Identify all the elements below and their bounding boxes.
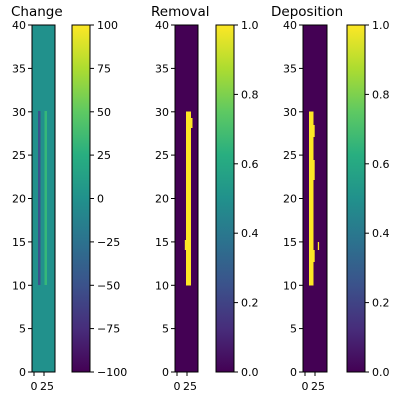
cbar-tick-label: 1.0 <box>372 19 390 32</box>
colorbar-gradient <box>71 24 91 373</box>
y-tick-label: 40 <box>155 19 169 32</box>
y-tick-label: 20 <box>283 193 297 206</box>
y-tick-label: 35 <box>155 62 169 75</box>
x-tick-label: 25 <box>311 380 325 393</box>
cbar-tick-label: −25 <box>97 236 120 249</box>
y-tick-label: 0 <box>290 366 297 379</box>
y-tick-label: 35 <box>12 62 26 75</box>
y-tick-label: 10 <box>283 279 297 292</box>
colorbar-removal: 1.0 0.8 0.6 0.4 0.2 0.0 <box>215 19 259 379</box>
feature-deposition-column-notch <box>313 160 315 180</box>
y-tick-label: 0 <box>162 366 169 379</box>
feature-deposition-pixel <box>317 242 320 250</box>
panel-removal: Removal 0 5 10 15 20 25 30 35 40 <box>151 4 259 393</box>
colorbar-gradient <box>346 24 366 373</box>
panel-deposition: Deposition 0 5 10 15 20 25 30 <box>271 4 390 393</box>
y-tick-label: 10 <box>12 279 26 292</box>
y-tick-label: 15 <box>12 236 26 249</box>
y-tick-label: 5 <box>162 323 169 336</box>
y-axis-change: 0 5 10 15 20 25 30 35 40 <box>12 19 32 379</box>
cbar-tick-label: 100 <box>97 19 118 32</box>
heatmap-deposition <box>302 24 328 373</box>
y-tick-label: 40 <box>283 19 297 32</box>
cbar-tick-label: 0.0 <box>241 366 259 379</box>
y-tick-label: 40 <box>12 19 26 32</box>
y-tick-label: 25 <box>283 149 297 162</box>
x-tick-label: 25 <box>183 380 197 393</box>
feature-removal-column-notch <box>184 240 187 250</box>
heatmap-removal <box>174 24 199 373</box>
feature-deposition-column <box>309 111 314 286</box>
colorbar-change: 100 75 50 25 0 −25 −50 −75 −100 <box>71 19 127 379</box>
x-tick-label: 25 <box>40 380 54 393</box>
y-tick-label: 0 <box>19 366 26 379</box>
y-tick-label: 30 <box>155 106 169 119</box>
cbar-tick-label: 0.2 <box>241 297 259 310</box>
y-tick-label: 20 <box>12 193 26 206</box>
y-tick-label: 10 <box>155 279 169 292</box>
heatmap-background <box>303 25 327 372</box>
x-tick-label: 0 <box>31 380 38 393</box>
heatmap-change <box>31 24 56 373</box>
title-removal: Removal <box>151 4 210 20</box>
y-axis-removal: 0 5 10 15 20 25 30 35 40 <box>155 19 175 379</box>
cbar-tick-label: 0.8 <box>372 88 390 101</box>
x-axis-change: 0 25 <box>31 372 54 393</box>
cbar-tick-label: 75 <box>97 62 111 75</box>
cbar-tick-label: 0.4 <box>241 227 259 240</box>
y-tick-label: 15 <box>283 236 297 249</box>
colorbar-deposition: 1.0 0.8 0.6 0.4 0.2 0.0 <box>346 19 390 379</box>
feature-removal-column <box>186 111 191 286</box>
cbar-tick-label: 0.4 <box>372 227 390 240</box>
y-axis-deposition: 0 5 10 15 20 25 30 35 40 <box>283 19 303 379</box>
cbar-tick-label: −100 <box>97 366 127 379</box>
y-tick-label: 25 <box>155 149 169 162</box>
x-axis-deposition: 0 25 <box>302 372 325 393</box>
feature-removal-column-notch <box>191 118 193 128</box>
cbar-tick-label: 0 <box>97 193 104 206</box>
feature-positive-column <box>44 111 47 285</box>
y-tick-label: 30 <box>283 106 297 119</box>
cbar-tick-label: 1.0 <box>241 19 259 32</box>
cbar-tick-label: 0.6 <box>241 158 259 171</box>
y-tick-label: 5 <box>290 323 297 336</box>
x-tick-label: 0 <box>302 380 309 393</box>
panel-change: Change 0 5 10 15 20 25 30 35 40 <box>11 4 127 393</box>
feature-negative-column <box>38 111 41 285</box>
title-deposition: Deposition <box>271 4 343 20</box>
x-tick-label: 0 <box>174 380 181 393</box>
y-tick-label: 35 <box>283 62 297 75</box>
title-change: Change <box>11 4 63 20</box>
y-tick-label: 5 <box>19 323 26 336</box>
y-tick-label: 25 <box>12 149 26 162</box>
y-tick-label: 30 <box>12 106 26 119</box>
cbar-tick-label: −75 <box>97 323 120 336</box>
cbar-tick-label: 25 <box>97 149 111 162</box>
cbar-tick-label: 0.2 <box>372 297 390 310</box>
cbar-tick-label: 50 <box>97 106 111 119</box>
y-tick-label: 20 <box>155 193 169 206</box>
x-axis-removal: 0 25 <box>174 372 197 393</box>
feature-deposition-column-notch <box>313 125 315 137</box>
cbar-tick-label: 0.8 <box>241 88 259 101</box>
cbar-tick-label: 0.6 <box>372 158 390 171</box>
heatmap-background <box>32 25 55 372</box>
colorbar-gradient <box>215 24 235 373</box>
cbar-tick-label: −50 <box>97 279 120 292</box>
y-tick-label: 15 <box>155 236 169 249</box>
cbar-tick-label: 0.0 <box>372 366 390 379</box>
feature-deposition-column-notch <box>313 250 315 262</box>
